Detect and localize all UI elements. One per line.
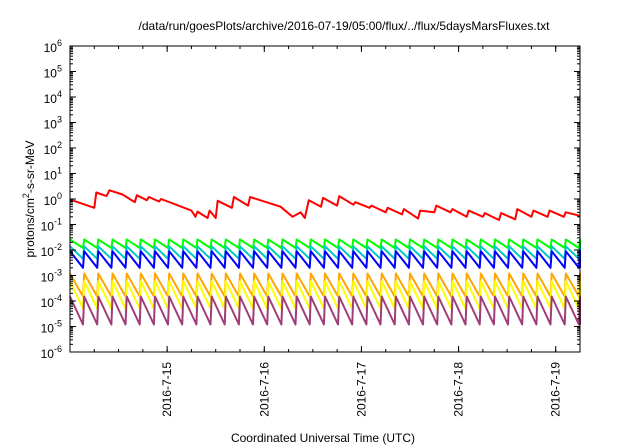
y-tick-label: 10-5 <box>41 319 62 336</box>
y-tick-base: 10 <box>41 296 55 310</box>
y-tick-label: 102 <box>44 140 62 157</box>
y-tick-base: 10 <box>44 194 58 208</box>
y-tick-label: 10-4 <box>41 293 62 310</box>
y-tick-base: 10 <box>44 92 58 106</box>
y-tick-exponent: 0 <box>57 191 62 201</box>
x-tick-label: 2016-7-19 <box>549 362 563 417</box>
y-tick-base: 10 <box>44 41 58 55</box>
chart-marks <box>69 189 581 326</box>
y-tick-label: 104 <box>44 89 62 106</box>
y-tick-exponent: -1 <box>54 217 62 227</box>
x-tick-label: 2016-7-15 <box>160 362 174 417</box>
series-line-4 <box>69 272 581 298</box>
x-tick-label: 2016-7-17 <box>354 362 368 417</box>
y-tick-label: 105 <box>44 64 62 81</box>
y-tick-exponent: -3 <box>54 268 62 278</box>
y-tick-label: 101 <box>44 166 62 183</box>
y-tick-label: 10-1 <box>41 217 62 234</box>
series-line-3 <box>69 250 581 269</box>
y-tick-base: 10 <box>41 220 55 234</box>
series-line-6 <box>69 295 581 326</box>
y-axis-label: protons/cm2-s-sr-MeV <box>21 140 37 257</box>
y-tick-label: 10-2 <box>41 242 62 259</box>
y-tick-label: 100 <box>44 191 62 208</box>
series-line-5 <box>69 280 581 310</box>
y-tick-base: 10 <box>44 67 58 81</box>
x-tick-label: 2016-7-16 <box>257 362 271 417</box>
y-label-rest: -s-sr-MeV <box>23 140 37 193</box>
y-tick-base: 10 <box>44 169 58 183</box>
y-tick-exponent: 5 <box>57 64 62 74</box>
y-tick-exponent: -5 <box>54 319 62 329</box>
y-tick-exponent: -6 <box>54 344 62 354</box>
y-tick-base: 10 <box>41 271 55 285</box>
y-tick-base: 10 <box>41 347 55 361</box>
y-tick-label: 10-6 <box>41 344 62 361</box>
y-tick-exponent: -2 <box>54 242 62 252</box>
y-tick-exponent: 1 <box>57 166 62 176</box>
y-tick-base: 10 <box>44 143 58 157</box>
chart-title: /data/run/goesPlots/archive/2016-07-19/0… <box>139 19 551 33</box>
y-label-base: protons/cm <box>23 198 37 257</box>
y-tick-label: 10-3 <box>41 268 62 285</box>
y-tick-label: 103 <box>44 115 62 132</box>
y-tick-exponent: 6 <box>57 38 62 48</box>
y-axis-ticks: 10-610-510-410-310-210-11001011021031041… <box>41 38 580 361</box>
series-line-2 <box>69 245 581 260</box>
y-tick-exponent: 2 <box>57 140 62 150</box>
y-tick-exponent: -4 <box>54 293 62 303</box>
y-tick-base: 10 <box>41 322 55 336</box>
x-axis-label: Coordinated Universal Time (UTC) <box>231 431 415 445</box>
x-axis-ticks: 2016-7-15 2016-7-16 2016-7-17 2016-7-18 2016… <box>93 46 563 417</box>
y-tick-base: 10 <box>41 245 55 259</box>
y-tick-label: 106 <box>44 38 62 55</box>
y-tick-exponent: 3 <box>57 115 62 125</box>
plot-frame <box>69 45 581 353</box>
series-line-1 <box>69 238 581 249</box>
y-tick-base: 10 <box>44 118 58 132</box>
y-tick-exponent: 4 <box>57 89 62 99</box>
y-label-sup: 2 <box>21 193 31 198</box>
x-tick-label: 2016-7-18 <box>452 362 466 417</box>
series-line-0 <box>69 189 581 221</box>
